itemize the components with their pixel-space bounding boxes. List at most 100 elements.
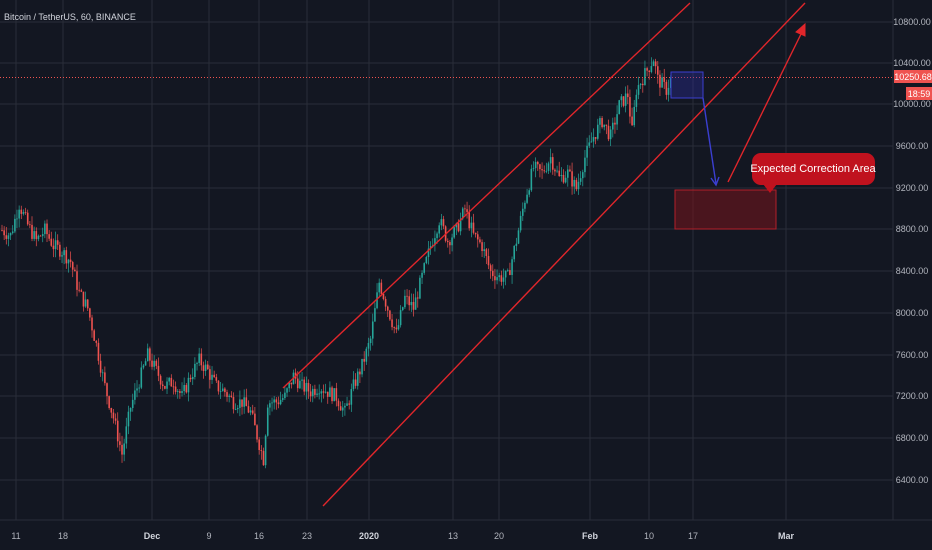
candle-body xyxy=(380,282,383,294)
candle-body xyxy=(369,338,372,344)
candle-body xyxy=(172,386,175,388)
candle-body xyxy=(258,439,260,451)
candle-body xyxy=(371,321,374,339)
candle-body xyxy=(479,239,481,243)
channel-upper-line[interactable] xyxy=(282,2,691,389)
candle-body xyxy=(333,388,335,402)
candle-body xyxy=(425,257,428,264)
candle-body xyxy=(659,74,661,88)
candle-body xyxy=(54,240,57,250)
channel-lower-line[interactable] xyxy=(322,2,806,507)
candle-body xyxy=(404,295,406,308)
candle-body xyxy=(641,83,644,86)
candle-body xyxy=(639,83,642,86)
candle-body xyxy=(543,170,546,172)
candle-body xyxy=(577,181,580,190)
candle-body xyxy=(566,169,569,178)
candle-body xyxy=(564,177,567,183)
countdown-tag-text: 18:59 xyxy=(908,89,931,99)
candle-body xyxy=(307,383,310,392)
candle-body xyxy=(48,234,50,239)
candle-body xyxy=(179,391,181,393)
time-axis-label: 18 xyxy=(58,531,68,541)
candle-body xyxy=(256,425,258,440)
correction-arrow[interactable] xyxy=(702,97,717,185)
candle-body xyxy=(260,450,263,451)
candle-body xyxy=(286,388,288,393)
candle-body xyxy=(569,169,571,172)
candle-body xyxy=(254,413,256,426)
candle-body xyxy=(61,255,63,257)
candle-body xyxy=(149,348,151,361)
candle-body xyxy=(440,219,443,226)
candle-body xyxy=(573,179,576,187)
last-price-tag xyxy=(894,70,932,83)
candle-body xyxy=(50,238,53,246)
price-axis-label: 9600.00 xyxy=(896,141,929,151)
price-axis-label: 6400.00 xyxy=(896,475,929,485)
candle-body xyxy=(646,68,648,71)
candle-body xyxy=(483,249,486,252)
projection-box[interactable] xyxy=(670,71,704,99)
candle-body xyxy=(530,168,533,191)
candle-body xyxy=(52,245,55,250)
candle-body xyxy=(59,244,61,257)
candle-body xyxy=(174,386,177,392)
candle-body xyxy=(421,272,423,278)
candle-body xyxy=(382,293,385,299)
candle-body xyxy=(104,372,106,384)
candle-body xyxy=(271,402,273,404)
candle-body xyxy=(584,157,586,173)
expected-correction-callout[interactable]: Expected Correction Area xyxy=(750,153,877,193)
candle-body xyxy=(187,377,190,393)
candle-body xyxy=(262,450,265,466)
candle-body xyxy=(65,250,68,264)
candle-body xyxy=(144,361,147,366)
candle-body xyxy=(494,276,496,281)
candle-body xyxy=(474,232,477,235)
candle-body xyxy=(76,271,78,290)
candle-body xyxy=(37,235,40,240)
time-axis[interactable] xyxy=(0,520,932,550)
candle-body xyxy=(191,376,194,380)
candle-body xyxy=(7,235,10,239)
candle-body xyxy=(434,238,436,246)
candle-body xyxy=(397,325,400,330)
candle-body xyxy=(464,208,466,210)
candle-body xyxy=(320,391,323,394)
candle-body xyxy=(281,398,284,400)
candle-body xyxy=(534,161,537,169)
candle-body xyxy=(506,270,509,271)
candle-body xyxy=(3,230,5,236)
candle-body xyxy=(575,179,578,190)
candle-body xyxy=(652,61,655,67)
candle-body xyxy=(5,235,8,239)
candle-body xyxy=(22,212,25,214)
candle-body xyxy=(331,387,333,402)
correction-area-box[interactable] xyxy=(674,189,777,230)
candle-body xyxy=(264,435,267,466)
candle-body xyxy=(539,164,541,170)
price-axis-label: 6800.00 xyxy=(896,433,929,443)
candle-body xyxy=(131,399,134,409)
candle-body xyxy=(80,290,83,292)
ascending-channel[interactable] xyxy=(282,2,806,507)
candle-body xyxy=(89,308,91,318)
candle-body xyxy=(611,122,614,130)
price-axis[interactable] xyxy=(893,0,932,520)
candle-body xyxy=(9,233,12,236)
candle-body xyxy=(536,161,539,165)
rebound-arrow[interactable] xyxy=(727,27,805,183)
time-axis-labels: 11 18 Dec 9 16 23 2020 13 20 Feb 10 17 Mar xyxy=(11,531,794,541)
candle-body xyxy=(74,269,76,272)
symbol-title: Bitcoin / TetherUS, 60, BINANCE xyxy=(4,12,136,22)
candle-body xyxy=(86,299,89,309)
candle-body xyxy=(442,219,445,227)
candle-body xyxy=(198,353,200,363)
candle-body xyxy=(607,125,610,140)
candle-body xyxy=(322,391,325,393)
candle-body xyxy=(476,234,479,240)
candle-body xyxy=(316,393,318,395)
